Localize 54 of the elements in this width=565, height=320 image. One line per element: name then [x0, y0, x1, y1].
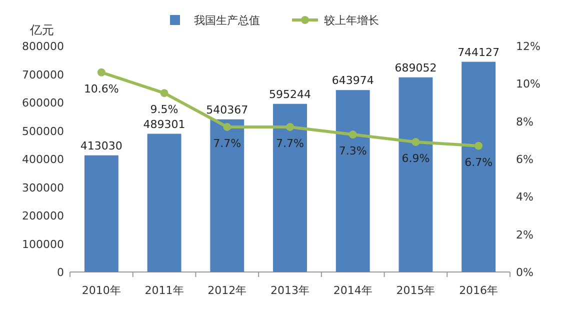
y-tick-label: 300000 — [22, 181, 64, 194]
bar — [462, 62, 496, 272]
point — [97, 68, 106, 76]
y2-tick-label: 6% — [516, 153, 534, 166]
data-label: 10.6% — [84, 82, 119, 96]
x-tick-label: 2013年 — [270, 284, 310, 297]
y2-tick-label: 10% — [516, 78, 540, 91]
y-tick-label: 400000 — [22, 153, 64, 166]
y-tick-label: 500000 — [22, 124, 64, 138]
data-label: 7.7% — [213, 136, 242, 150]
bar — [84, 155, 118, 272]
point — [160, 89, 168, 98]
y-tick-label: 600000 — [22, 96, 64, 110]
data-label: 7.7% — [276, 136, 304, 150]
x-tick-label: 2012年 — [208, 284, 247, 297]
x-tick-label: 2014年 — [333, 284, 372, 297]
y-tick-label: 800000 — [22, 40, 64, 53]
point — [474, 142, 483, 150]
data-label: 744127 — [458, 46, 500, 59]
y-tick-label: 200000 — [22, 210, 64, 222]
y2-tick-label: 4% — [516, 190, 534, 204]
data-label: 6.9% — [402, 152, 430, 166]
y-tick-label: 0 — [57, 266, 64, 279]
y2-tick-label: 0% — [516, 266, 534, 279]
data-label: 540367 — [206, 103, 248, 116]
bar — [273, 104, 307, 272]
x-tick-label: 2010年 — [82, 284, 121, 297]
y-tick-label: 100000 — [22, 238, 64, 251]
bar — [210, 119, 244, 272]
x-tick-label: 2016年 — [459, 284, 498, 297]
point — [286, 122, 294, 131]
data-label: 643974 — [332, 74, 374, 88]
data-label: 7.3% — [338, 144, 367, 158]
x-tick-label: 2011年 — [144, 284, 184, 297]
point — [348, 130, 357, 139]
y2-tick-label: 2% — [516, 228, 534, 242]
point — [412, 138, 420, 146]
bar — [336, 90, 370, 272]
data-label: 6.7% — [464, 156, 493, 169]
bar — [398, 77, 433, 272]
y2-tick-label: 12% — [516, 40, 540, 53]
data-label: 489301 — [143, 118, 186, 131]
data-label: 689052 — [394, 61, 437, 74]
x-tick-label: 2015年 — [396, 284, 436, 297]
y2-tick-label: 8% — [516, 115, 534, 128]
y-axis-title: 亿元 — [29, 23, 54, 37]
data-label: 595244 — [269, 88, 311, 101]
data-label: 9.5% — [150, 103, 178, 116]
point — [223, 122, 232, 131]
legend-label: 我国生产总值 — [194, 14, 260, 27]
legend-label: 较上年增长 — [324, 14, 379, 27]
bar — [147, 134, 182, 272]
y-tick-label: 700000 — [22, 68, 64, 82]
data-label: 413030 — [80, 139, 122, 152]
